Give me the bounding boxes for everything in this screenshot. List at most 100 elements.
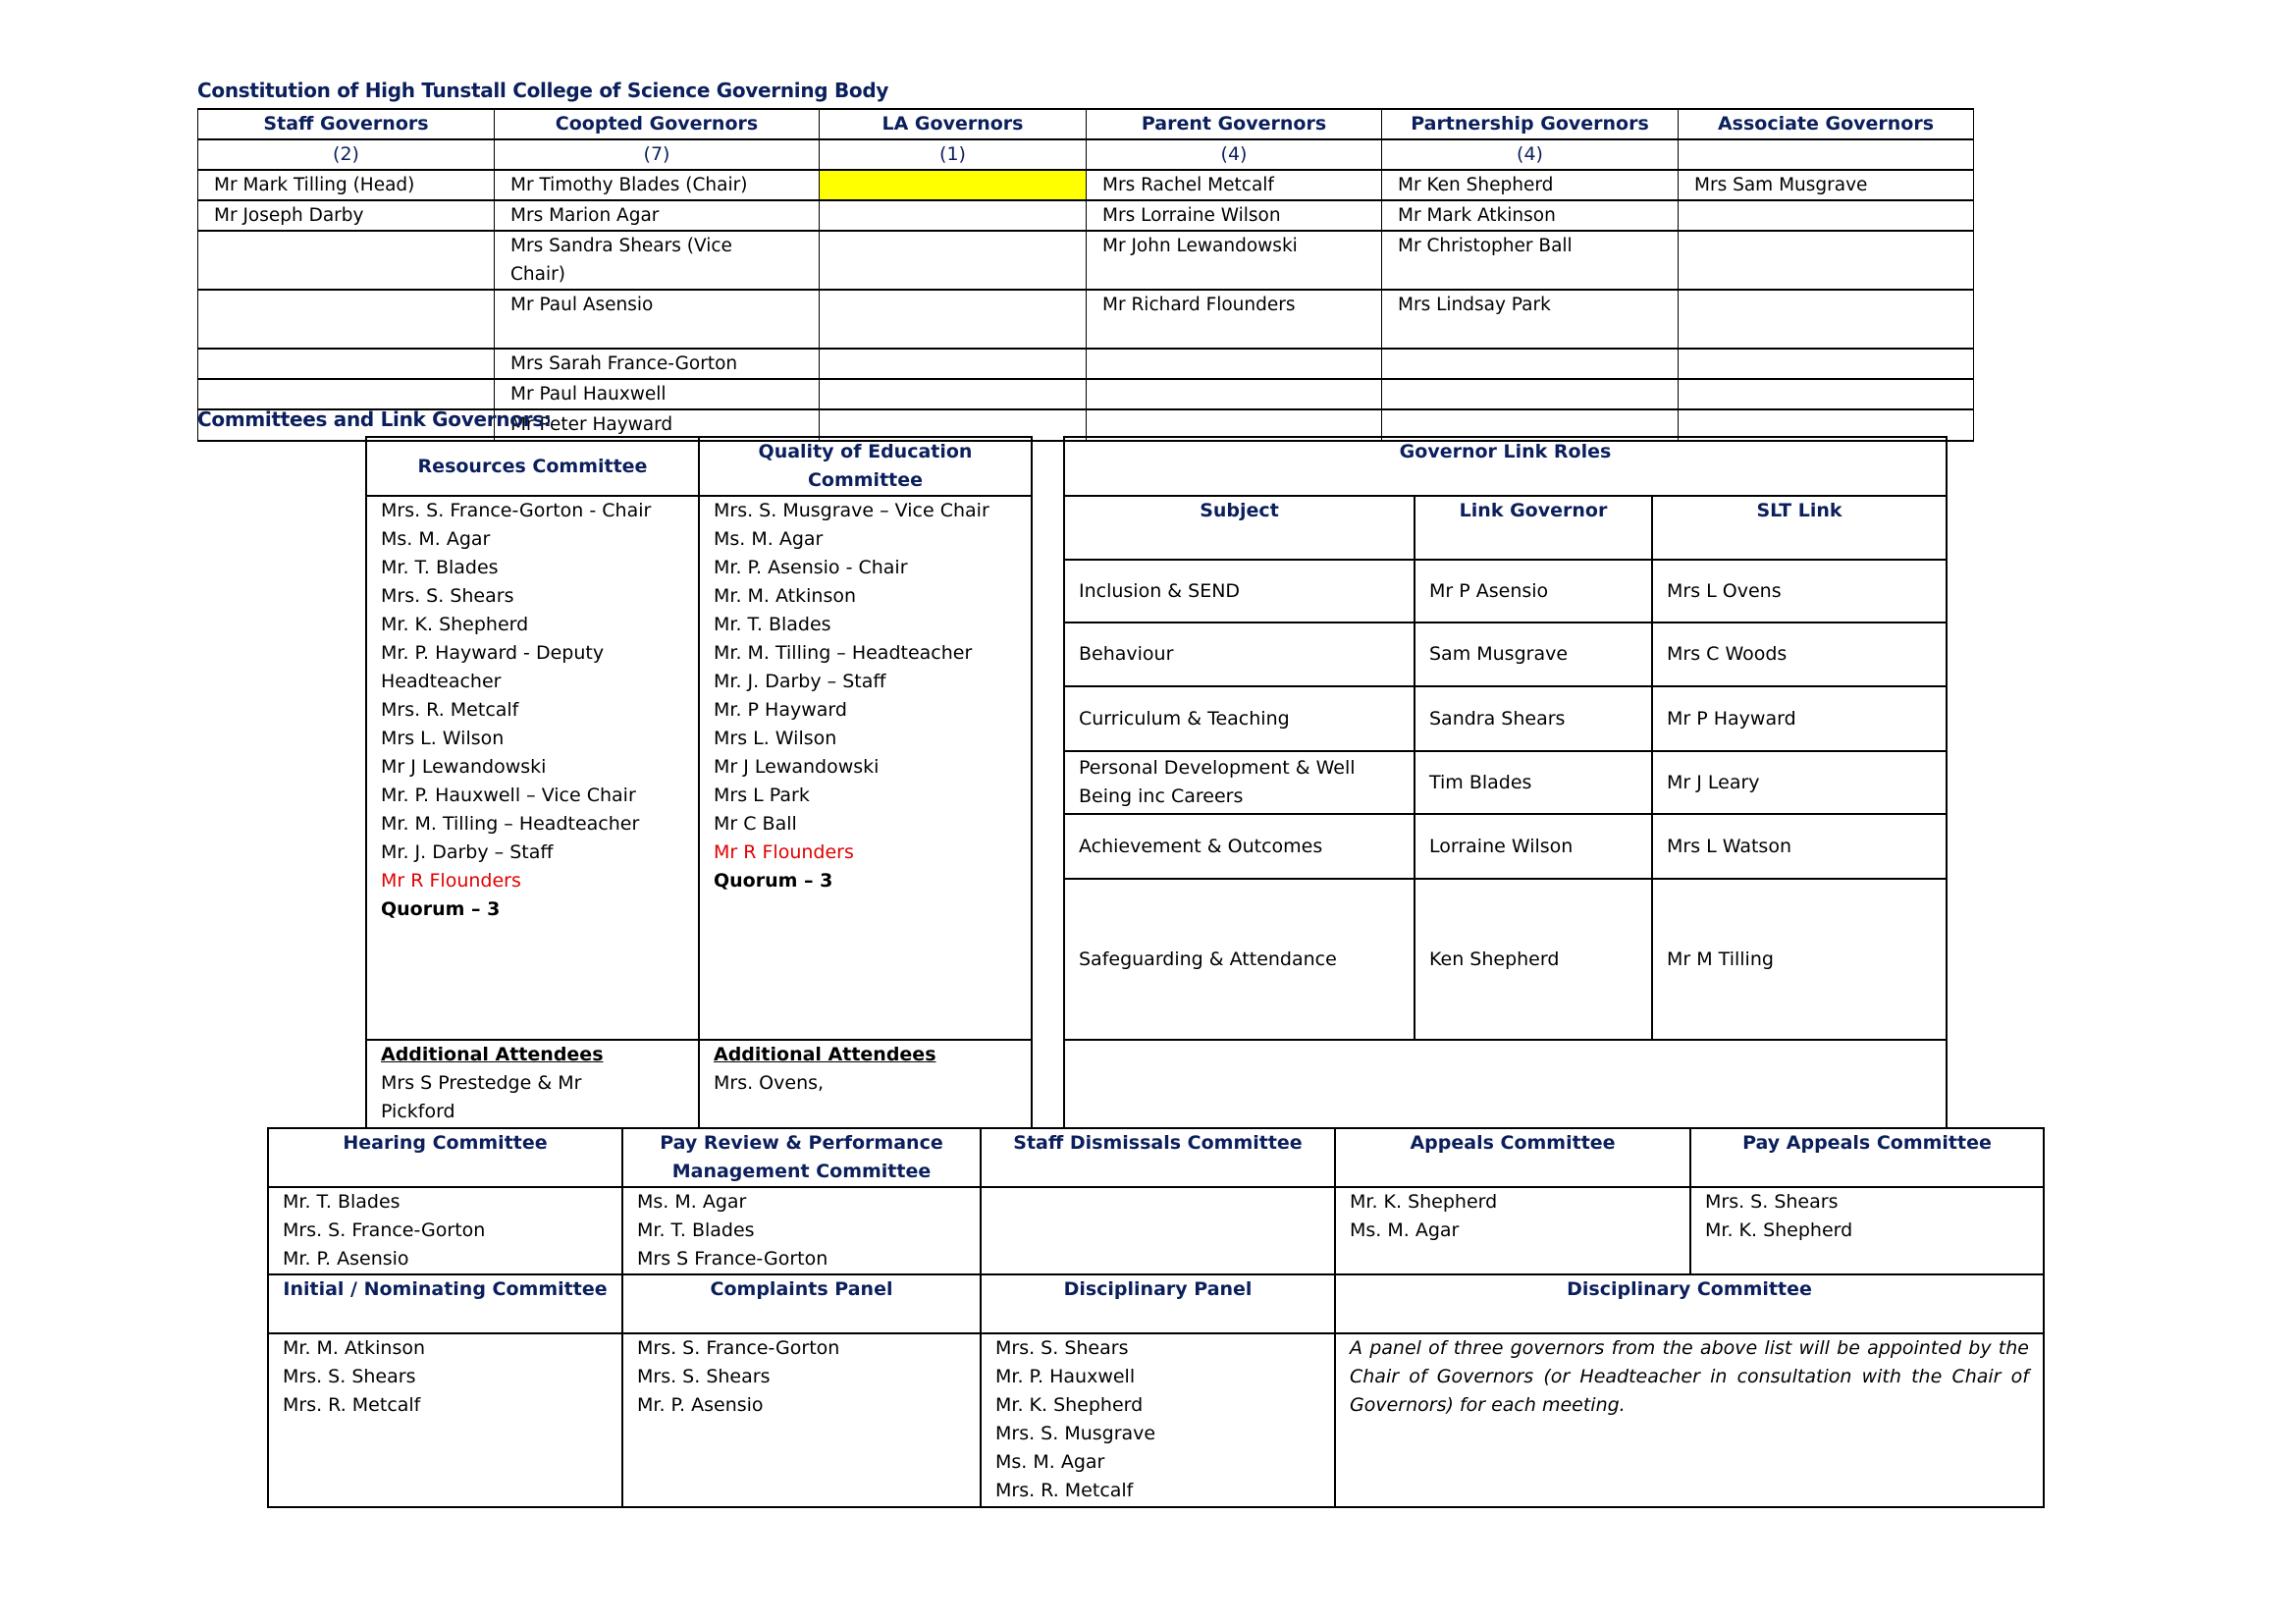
governor-cell [197, 348, 495, 380]
committees-table: Resources Committee Quality of Education… [365, 436, 1033, 1129]
resources-member: Mr. K. Shepherd [381, 614, 529, 635]
staff-dismissals-committee-header: Staff Dismissals Committee [980, 1127, 1336, 1188]
panels-table: Hearing Committee Pay Review & Performanc… [267, 1127, 2045, 1508]
link-role-row: Curriculum & Teaching Sandra Shears Mr P H… [1063, 685, 1949, 752]
quality-attendees: Additional Attendees Mrs. Ovens, [698, 1039, 1033, 1129]
column-header-parent-governors: Parent Governors [1086, 108, 1382, 140]
panel-member: Ms. M. Agar [995, 1451, 1105, 1473]
slt-link: Mrs C Woods [1650, 622, 1949, 687]
quality-member: Mrs. S. Musgrave – Vice Chair [714, 500, 989, 521]
governor-cell: Mrs Sam Musgrave [1678, 169, 1974, 201]
appeals-committee-members: Mr. K. Shepherd Ms. M. Agar [1334, 1186, 1691, 1275]
resources-attendees: Additional Attendees Mrs S Prestedge & M… [365, 1039, 700, 1129]
governor-cell [1381, 348, 1679, 380]
link-governor: Mr P Asensio [1414, 559, 1653, 623]
quality-member: Mr. T. Blades [714, 614, 831, 635]
governor-cell [197, 230, 495, 291]
disciplinary-panel-members: Mrs. S. Shears Mr. P. Hauxwell Mr. K. Shep… [980, 1332, 1336, 1508]
column-header-partnership-governors: Partnership Governors [1381, 108, 1679, 140]
panel-member: Mrs S France-Gorton [637, 1248, 828, 1270]
governor-cell [819, 378, 1087, 410]
quality-member: Mr. P. Asensio - Chair [714, 557, 908, 578]
initial-nominating-committee-header: Initial / Nominating Committee [267, 1273, 623, 1334]
column-count-la-governors: (1) [819, 138, 1087, 171]
governor-cell: Mr Richard Flounders [1086, 289, 1382, 350]
document-title: Constitution of High Tunstall College of… [197, 79, 889, 102]
governor-cell: Mrs Sandra Shears (Vice Chair) [494, 230, 820, 291]
resources-member: Mr. T. Blades [381, 557, 499, 578]
governor-cell [819, 230, 1087, 291]
link-governor: Sam Musgrave [1414, 622, 1653, 687]
panel-member: Mrs. R. Metcalf [283, 1394, 421, 1416]
panel-member: Mr. T. Blades [283, 1191, 400, 1213]
slt-link: Mrs L Watson [1650, 813, 1949, 880]
governor-cell [819, 289, 1087, 350]
quality-attendees-label: Additional Attendees [714, 1044, 936, 1065]
governor-cell [1086, 378, 1382, 410]
link-roles-table: Governor Link Roles Subject Link Governor… [1062, 436, 1949, 1129]
resources-member: Ms. M. Agar [381, 528, 491, 550]
pay-review-performance-management-committee-header: Pay Review & Performance Management Comm… [621, 1127, 982, 1188]
slt-link: Mr P Hayward [1650, 685, 1949, 752]
link-column-header-subject: Subject [1063, 495, 1415, 561]
link-subject: Achievement & Outcomes [1063, 813, 1415, 880]
link-governor: Tim Blades [1414, 750, 1653, 815]
quality-member: Mr C Ball [714, 813, 797, 835]
constitution-table: Staff Governors Coopted Governors LA Gover… [197, 108, 1974, 442]
governor-cell [1678, 199, 1974, 232]
quality-member: Mr J Lewandowski [714, 756, 880, 778]
resources-member: Mr. J. Darby – Staff [381, 841, 554, 863]
panel-member: Mr. P. Asensio [637, 1394, 764, 1416]
resources-member: Mrs. R. Metcalf [381, 699, 519, 721]
governor-cell: Mr Paul Asensio [494, 289, 820, 350]
panel-member: Mrs. S. France-Gorton [637, 1337, 840, 1359]
governor-cell [1678, 378, 1974, 410]
quality-attendees-list: Mrs. Ovens, [714, 1072, 825, 1094]
governor-cell [197, 378, 495, 410]
resources-member: Mr. P. Hayward - Deputy Headteacher [381, 642, 605, 692]
quality-committee-header: Quality of Education Committee [698, 436, 1033, 497]
governor-cell: Mr Mark Atkinson [1381, 199, 1679, 232]
quality-member: Mr. P Hayward [714, 699, 847, 721]
resources-new-member: Mr R Flounders [381, 870, 521, 892]
link-column-header-slt-link: SLT Link [1650, 495, 1949, 561]
resources-members: Mrs. S. France-Gorton - Chair Ms. M. Agar… [365, 495, 700, 1041]
resources-attendees-label: Additional Attendees [381, 1044, 604, 1065]
governor-cell: Mrs Rachel Metcalf [1086, 169, 1382, 201]
link-governor: Lorraine Wilson [1414, 813, 1653, 880]
link-subject: Curriculum & Teaching [1063, 685, 1415, 752]
panel-member: Mrs. S. France-Gorton [283, 1219, 486, 1241]
committees-heading: Committees and Link Governors: [197, 407, 552, 431]
panel-member: Mr. T. Blades [637, 1219, 755, 1241]
governor-cell: Mrs Lindsay Park [1381, 289, 1679, 350]
panel-member: Mrs. S. Musgrave [995, 1423, 1156, 1444]
disciplinary-committee-members: A panel of three governors from the abov… [1334, 1332, 2045, 1508]
disciplinary-panel-header: Disciplinary Panel [980, 1273, 1336, 1334]
governor-cell [1678, 230, 1974, 291]
panel-member: Mr. K. Shepherd [1705, 1219, 1853, 1241]
panel-member: Mr. P. Asensio [283, 1248, 409, 1270]
resources-member: Mr J Lewandowski [381, 756, 547, 778]
initial-nominating-committee-members: Mr. M. Atkinson Mrs. S. Shears Mrs. R. Met… [267, 1332, 623, 1508]
quality-member: Ms. M. Agar [714, 528, 824, 550]
governor-cell [1678, 289, 1974, 350]
panel-member: Mr. K. Shepherd [995, 1394, 1144, 1416]
governor-cell [1678, 348, 1974, 380]
link-roles-header: Governor Link Roles [1062, 436, 1949, 497]
slt-link: Mrs L Ovens [1650, 559, 1949, 623]
slt-link: Mr J Leary [1650, 750, 1949, 815]
column-header-la-governors: LA Governors [819, 108, 1087, 140]
governor-cell: Mr Paul Hauxwell [494, 378, 820, 410]
hearing-committee-header: Hearing Committee [267, 1127, 623, 1188]
panel-member: Mr. M. Atkinson [283, 1337, 426, 1359]
governor-cell: Mr Mark Tilling (Head) [197, 169, 495, 201]
resources-member: Mrs L. Wilson [381, 728, 505, 749]
column-header-coopted-governors: Coopted Governors [494, 108, 820, 140]
appeals-committee-header: Appeals Committee [1334, 1127, 1691, 1188]
panel-member: Mr. K. Shepherd [1350, 1191, 1498, 1213]
column-header-associate-governors: Associate Governors [1678, 108, 1974, 140]
resources-member: Mr. P. Hauxwell – Vice Chair [381, 785, 636, 806]
hearing-committee-members: Mr. T. Blades Mrs. S. France-Gorton Mr. P.… [267, 1186, 623, 1275]
governor-cell [819, 199, 1087, 232]
governor-cell: Mrs Sarah France-Gorton [494, 348, 820, 380]
